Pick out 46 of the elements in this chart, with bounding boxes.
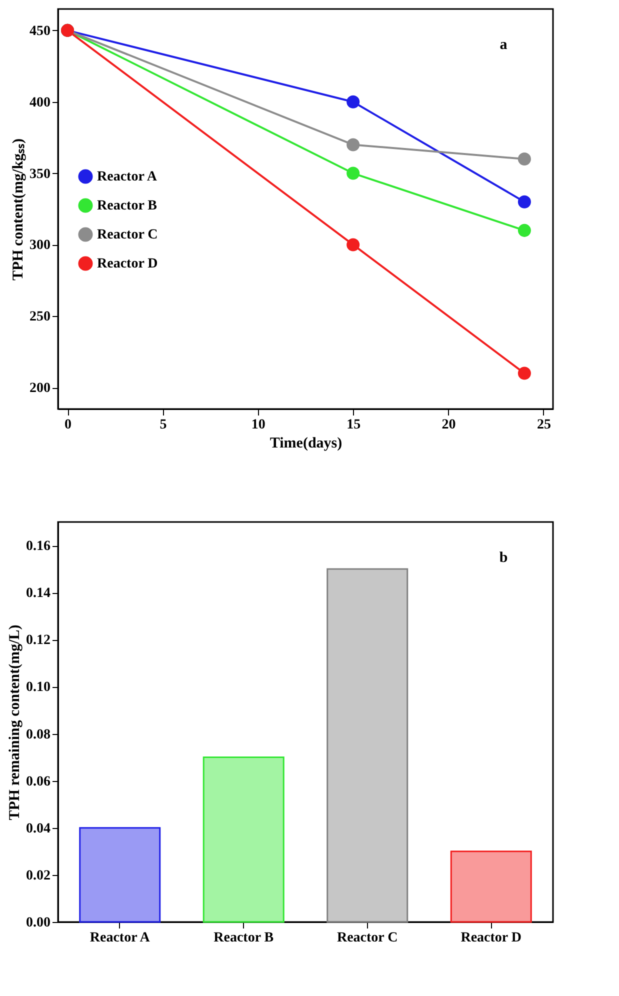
x-tick-label: Reactor B <box>214 930 274 946</box>
x-tick-label: 15 <box>346 418 361 432</box>
bar <box>326 568 408 923</box>
point <box>346 166 360 180</box>
x-tick-label: 10 <box>251 418 266 432</box>
x-axis-title: Time(days) <box>270 436 342 452</box>
y-tick-label: 250 <box>30 310 50 325</box>
y-tick-label: 0.08 <box>26 727 50 742</box>
x-tick-label: Reactor C <box>336 930 398 946</box>
legend-label: Reactor D <box>97 256 158 272</box>
annotation: a <box>500 37 508 53</box>
x-tick-label: 5 <box>160 418 167 432</box>
point <box>518 366 531 380</box>
y-tick-label: 0.12 <box>26 633 50 648</box>
legend-label: Reactor C <box>97 228 158 242</box>
x-tick-label: 20 <box>442 418 456 432</box>
x-tick-label: Reactor A <box>90 930 151 946</box>
point <box>518 152 531 166</box>
y-tick-label: 0.10 <box>26 680 50 696</box>
y-tick-label: 350 <box>30 166 50 182</box>
x-tick-label: Reactor D <box>460 930 522 946</box>
bar <box>450 850 532 923</box>
y-tick-label: 0.04 <box>26 821 50 836</box>
x-tick-label: 25 <box>536 418 551 432</box>
y-tick-label: 450 <box>30 24 50 39</box>
y-tick-label: 400 <box>30 95 50 110</box>
bar <box>202 756 284 923</box>
legend-label: Reactor A <box>97 170 158 184</box>
point <box>346 138 360 152</box>
y-tick-label: 0.06 <box>26 774 50 790</box>
y-tick-label: 0.14 <box>26 586 50 602</box>
y-tick-label: 200 <box>30 381 50 396</box>
y-axis-title: TPH remaining content(mg/L) <box>7 624 23 820</box>
y-tick-label: 0.16 <box>26 539 50 554</box>
x-tick-label: 0 <box>64 418 72 432</box>
y-axis-title: TPH content(mg/kgₛₛ) <box>10 138 26 281</box>
annotation: b <box>499 550 508 566</box>
y-tick-label: 0.02 <box>26 868 50 884</box>
point <box>346 95 360 108</box>
y-tick-label: 300 <box>30 238 50 254</box>
y-tick-label: 0.00 <box>26 916 50 930</box>
point <box>518 224 531 237</box>
bar <box>79 827 161 923</box>
legend-label: Reactor B <box>97 198 157 214</box>
point <box>518 195 531 208</box>
point <box>346 238 360 252</box>
